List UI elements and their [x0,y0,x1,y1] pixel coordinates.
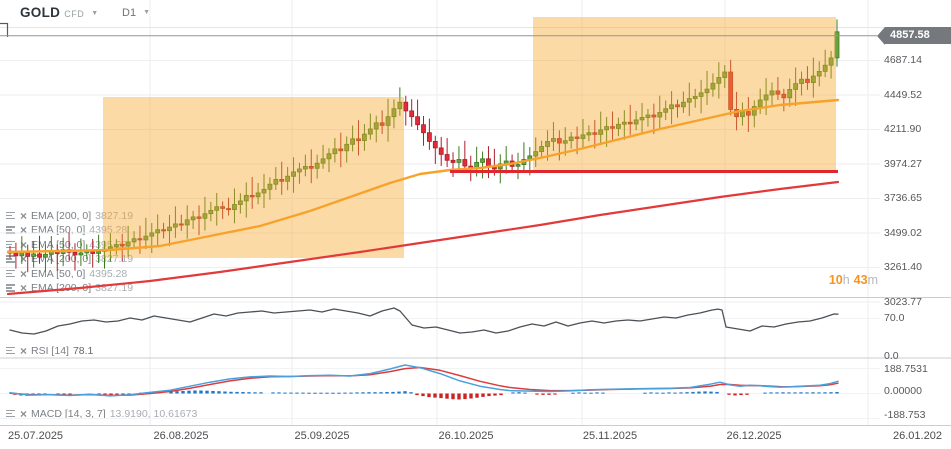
price-axis-label: 3974.27 [884,157,922,170]
price-axis-label: 3499.02 [884,226,922,239]
timeframe-label: D1 [122,7,137,19]
candle-countdown: 10h 43m [760,273,878,287]
timeframe-selector[interactable]: D1 ▼ [122,7,150,19]
symbol-name: GOLD [20,5,61,20]
price-axis-label: 0.00000 [884,384,922,397]
countdown-minutes: 43 [853,273,868,287]
time-axis-label: 25.07.2025 [8,430,64,442]
indicator-remove-icon[interactable]: × [20,266,28,281]
indicator-name-label: RSI [14] [31,344,69,357]
indicator-value: 3827.19 [95,210,133,222]
chart-header: GOLD CFD ▼ D1 ▼ [0,0,951,27]
price-axis-label: 70.0 [884,312,905,324]
indicator-name-label: MACD [14, 3, 7] [31,407,106,420]
indicator-settings-icon[interactable] [6,268,16,278]
indicator-settings-icon[interactable] [6,210,16,220]
indicator-name-label: EMA [50, 0] [31,238,86,251]
time-axis-label: 26.10.2025 [438,430,494,442]
indicator-name-label: EMA [200, 0] [31,209,92,222]
macd-indicator-row: × MACD [14, 3, 7] 13.9190, 10.61673 [6,407,197,420]
indicator-settings-icon[interactable] [6,283,16,293]
indicator-remove-icon[interactable]: × [20,406,28,421]
indicator-remove-icon[interactable]: × [20,281,28,295]
price-axis-label: 3023.77 [884,295,922,308]
indicator-remove-icon[interactable]: × [20,223,28,237]
rsi-indicator-row: × RSI [14] 78.1 [6,344,93,357]
indicator-settings-icon[interactable] [6,408,16,418]
price-tag-notch [877,26,885,45]
indicator-value: 4395.28 [89,267,128,280]
indicator-name-label: EMA [50, 0] [31,267,86,280]
symbol-selector[interactable]: GOLD CFD ▼ [20,5,98,20]
indicator-value: 78.1 [72,344,94,357]
countdown-hours: 10 [828,273,843,287]
instrument-type-badge: CFD [64,9,85,19]
time-axis-label: 26.08.2025 [153,430,209,442]
price-axis-label: 3261.40 [884,261,922,273]
price-axis-label: 4211.90 [884,123,922,135]
indicator-remove-icon[interactable]: × [20,252,28,266]
price-axis-label: 3736.65 [884,192,922,204]
price-axis-label: 188.7531 [884,363,928,375]
price-tag-value: 4857.58 [885,27,951,45]
price-axis-label: 4449.52 [884,88,922,101]
ema-indicator-row: ×EMA [200, 0]3827.19 [6,209,133,222]
countdown-hours-unit: h [842,273,850,287]
indicator-remove-icon[interactable]: × [20,208,28,223]
highlight-zone [103,97,404,258]
price-axis-label: -188.753 [884,409,926,421]
indicator-remove-icon[interactable]: × [20,343,28,358]
symbol-dropdown-caret-icon[interactable]: ▼ [91,10,99,17]
indicator-settings-icon[interactable] [6,345,16,355]
time-axis-label: 26.12.2025 [726,430,782,442]
price-axis-label: 4687.14 [884,54,922,66]
countdown-minutes-unit: m [867,273,878,287]
highlight-zone [533,17,836,170]
price-axis-label: 0.0 [884,350,899,362]
indicator-remove-icon[interactable]: × [20,237,28,252]
ema-indicator-row: ×EMA [50, 0]4395.28 [6,267,127,280]
time-axis-label: 26.01.202 [893,430,942,442]
timeframe-dropdown-caret-icon[interactable]: ▼ [143,9,150,16]
time-axis-label: 25.09.2025 [294,430,350,442]
time-axis-label: 25.11.2025 [582,430,638,442]
indicator-value: 13.9190, 10.61673 [109,407,198,420]
